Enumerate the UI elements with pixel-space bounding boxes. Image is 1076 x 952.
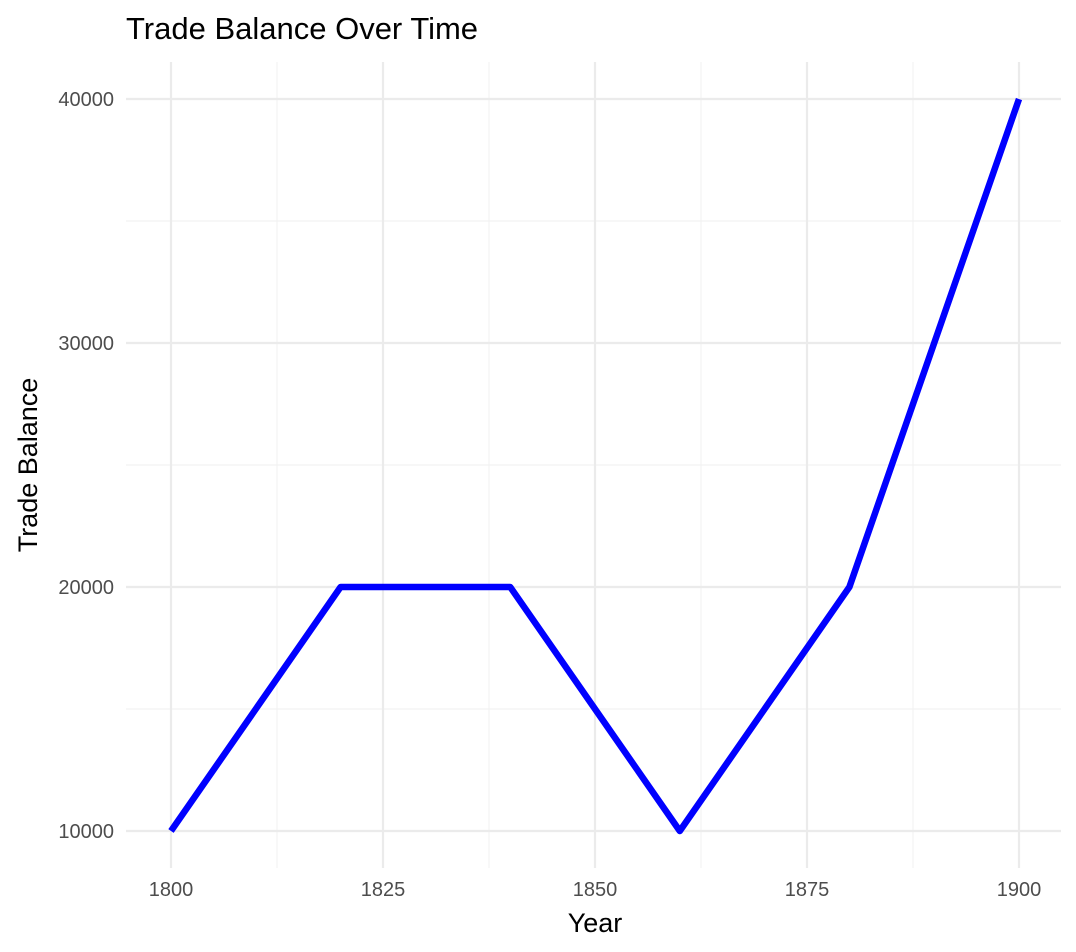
x-tick-label: 1850 — [573, 879, 618, 901]
y-tick-label: 30000 — [58, 333, 114, 355]
x-tick-label: 1800 — [149, 879, 194, 901]
series-line — [168, 97, 1023, 835]
y-tick-label: 10000 — [58, 821, 114, 843]
series-layer — [168, 97, 1023, 835]
x-tick-label: 1875 — [785, 879, 830, 901]
y-tick-label: 20000 — [58, 577, 114, 599]
chart-title: Trade Balance Over Time — [126, 11, 478, 46]
major-gridlines — [126, 62, 1061, 868]
minor-gridlines — [126, 62, 1061, 868]
x-tick-label: 1825 — [361, 879, 406, 901]
x-tick-label: 1900 — [997, 879, 1042, 901]
x-axis-ticks: 1800 1825 1850 1875 1900 — [149, 879, 1042, 901]
x-axis-title: Year — [568, 908, 623, 938]
y-axis-ticks: 10000 20000 30000 40000 — [58, 89, 114, 843]
y-tick-label: 40000 — [58, 89, 114, 111]
y-axis-title: Trade Balance — [13, 378, 43, 553]
